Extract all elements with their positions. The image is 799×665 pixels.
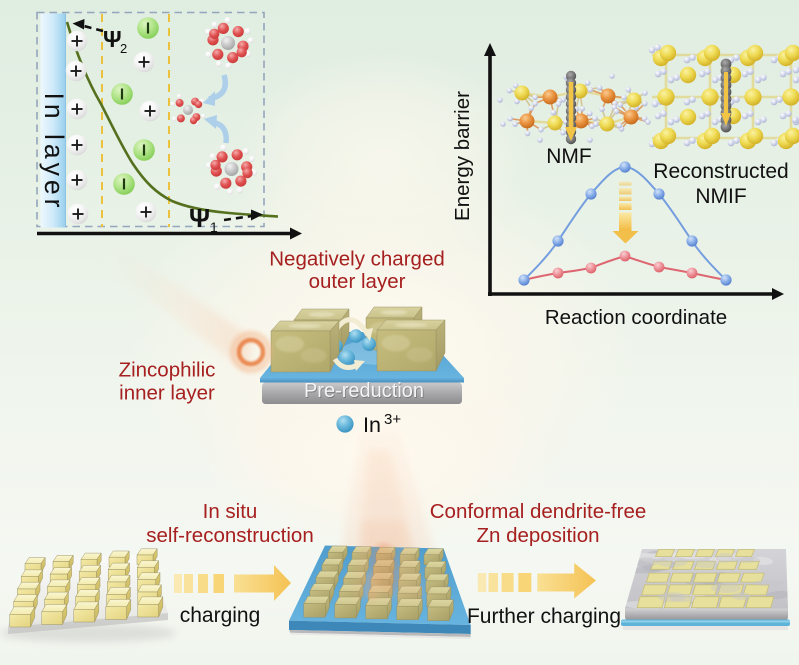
svg-text:Reaction coordinate: Reaction coordinate xyxy=(545,306,727,329)
svg-text:NMF: NMF xyxy=(546,145,592,168)
svg-text:1: 1 xyxy=(210,219,218,235)
svg-text:3+: 3+ xyxy=(384,411,401,428)
svg-text:inner layer: inner layer xyxy=(119,382,215,405)
svg-text:Ψ: Ψ xyxy=(189,203,210,233)
svg-text:self-reconstruction: self-reconstruction xyxy=(146,524,313,547)
svg-text:Zn deposition: Zn deposition xyxy=(476,524,599,547)
svg-text:Ψ: Ψ xyxy=(103,26,122,52)
svg-text:Zincophilic: Zincophilic xyxy=(119,359,216,382)
svg-text:Pre-reduction: Pre-reduction xyxy=(305,381,425,403)
svg-text:Negatively charged: Negatively charged xyxy=(269,248,445,271)
svg-text:Pre-reduction: Pre-reduction xyxy=(304,380,424,402)
svg-text:Energy barrier: Energy barrier xyxy=(451,91,474,221)
svg-text:outer layer: outer layer xyxy=(309,270,406,293)
svg-text:NMIF: NMIF xyxy=(695,185,746,208)
svg-text:Reconstructed: Reconstructed xyxy=(653,160,788,183)
svg-text:charging: charging xyxy=(180,604,261,627)
svg-text:2: 2 xyxy=(120,41,127,56)
svg-text:In: In xyxy=(363,413,381,437)
svg-text:Conformal dendrite-free: Conformal dendrite-free xyxy=(430,500,647,523)
svg-text:In layer: In layer xyxy=(39,93,69,212)
svg-text:Further charging: Further charging xyxy=(467,605,621,628)
svg-text:In situ: In situ xyxy=(203,500,258,523)
